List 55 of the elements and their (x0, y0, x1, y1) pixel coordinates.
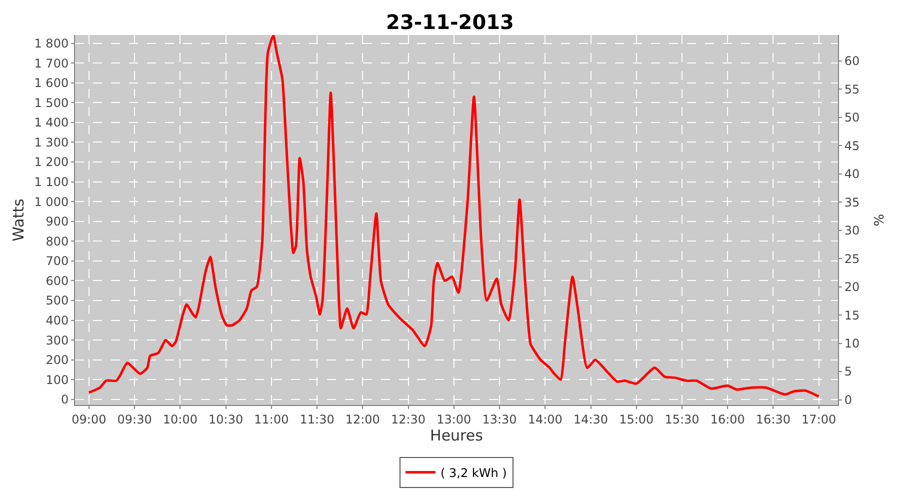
y-tick-label: 1 500 (34, 96, 69, 110)
y-tick-label: 300 (46, 333, 69, 348)
y2-tick-label: 60 (844, 54, 860, 68)
y-tick-label: 900 (46, 214, 69, 229)
x-tick-label: 17:00 (802, 412, 836, 426)
y2-tick-label: 40 (844, 167, 860, 182)
y2-tick-label: 10 (844, 336, 860, 350)
y2-tick-label: 50 (844, 110, 860, 125)
chart-title: 23-11-2013 (386, 10, 514, 34)
y-tick-label: 800 (46, 234, 69, 248)
y-tick-label: 500 (46, 294, 69, 308)
x-tick-label: 09:30 (117, 412, 152, 426)
legend-label: ( 3,2 kWh ) (440, 466, 507, 480)
x-tick-label: 15:30 (664, 412, 700, 426)
x-tick-label: 13:30 (482, 412, 517, 426)
x-tick-label: 10:30 (208, 412, 244, 426)
x-tick-label: 11:00 (254, 412, 289, 426)
x-tick-label: 13:00 (436, 412, 472, 426)
y-tick-label: 1 600 (34, 76, 69, 90)
x-tick-label: 09:00 (72, 412, 106, 426)
x-tick-label: 16:30 (756, 412, 791, 426)
y-tick-label: 200 (46, 353, 69, 368)
y2-tick-label: 15 (844, 308, 860, 322)
y2-tick-label: 45 (844, 138, 860, 153)
y2-tick-label: 5 (844, 364, 852, 379)
y2-axis-title: % (872, 214, 888, 226)
y-tick-label: 400 (46, 314, 69, 328)
y-tick-label: 1 400 (34, 116, 69, 130)
y-tick-label: 1 800 (34, 36, 69, 51)
y-axis-title: Watts (9, 198, 28, 242)
y-tick-label: 0 (60, 392, 69, 407)
y-tick-label: 1 000 (34, 194, 69, 209)
y-tick-label: 1 300 (34, 135, 69, 150)
x-tick-label: 12:00 (345, 412, 380, 426)
x-tick-label: 12:30 (390, 412, 426, 426)
line-series (88, 35, 820, 398)
x-tick-label: 15:00 (619, 412, 654, 426)
y-tick-label: 1 200 (34, 155, 69, 170)
x-tick-label: 14:30 (573, 412, 608, 426)
y2-tick-label: 30 (844, 224, 860, 238)
x-tick-label: 11:30 (300, 412, 334, 426)
y-tick-label: 600 (46, 274, 69, 288)
y-tick-label: 1 100 (34, 175, 69, 190)
y-tick-label: 100 (46, 372, 69, 387)
y2-tick-label: 35 (844, 195, 860, 210)
y2-tick-label: 20 (844, 280, 860, 294)
x-tick-label: 10:00 (162, 412, 198, 426)
x-tick-label: 16:00 (710, 412, 745, 426)
y-tick-label: 700 (46, 254, 69, 268)
y2-tick-label: 55 (844, 82, 860, 96)
x-axis-title: Heures (430, 426, 484, 444)
x-tick-label: 14:00 (528, 412, 562, 426)
y2-tick-label: 25 (844, 252, 860, 266)
y2-tick-label: 0 (844, 392, 852, 407)
y-tick-label: 1 700 (34, 56, 69, 70)
